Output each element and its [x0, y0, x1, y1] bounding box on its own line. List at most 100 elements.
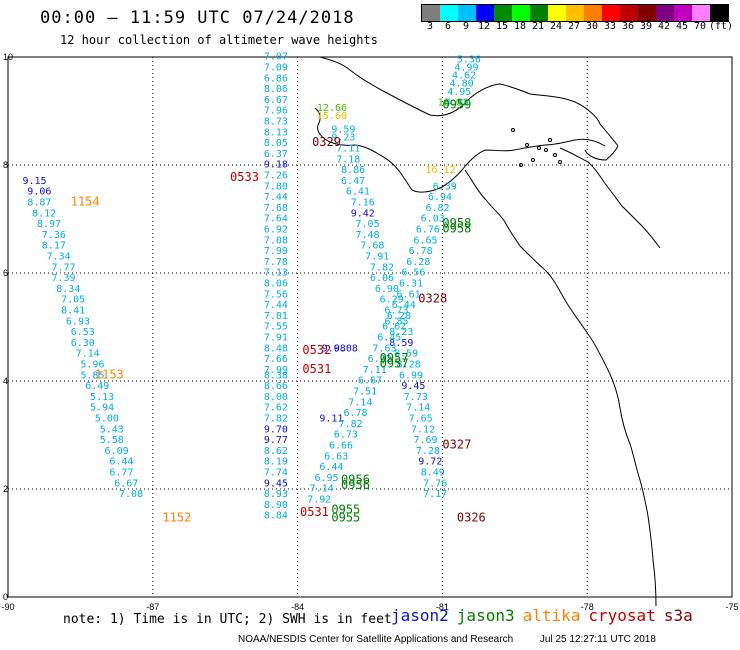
wave-height-value: 6.03	[421, 214, 445, 225]
color-scale-label: 36	[621, 21, 635, 32]
lon-tick-label: -81	[436, 602, 449, 612]
axis-tick-labels: -90 -87 -84 -81 -78 -75 0 2 4 6 8 10	[1, 52, 738, 612]
pass-time-label: 0956	[341, 473, 370, 487]
color-swatch	[548, 5, 566, 21]
pass-time-label: 0955	[331, 502, 360, 516]
color-scale-label: 21	[531, 21, 545, 32]
wave-height-value: 6.92	[264, 225, 288, 236]
wave-height-value: 7.66	[264, 354, 288, 365]
wave-height-value: 7.99	[264, 246, 288, 257]
wave-height-value: 7.78	[264, 257, 288, 268]
pass-time-label: 0533	[230, 170, 259, 184]
wave-height-value: 9.06	[27, 187, 51, 198]
wave-height-value: 4.80	[450, 79, 474, 90]
wave-height-value: 8.12	[32, 208, 56, 219]
wave-height-value: 16.12	[426, 165, 456, 176]
color-swatch	[638, 5, 656, 21]
wave-height-value: 8.97	[37, 219, 61, 230]
wave-height-value: 9.70	[264, 424, 288, 435]
wave-height-value: 9.72	[418, 457, 442, 468]
color-scale-labels: 3 6 9 12 15 18 21 24 27 30 33 36 39 42 45 70 (ft)	[421, 21, 734, 32]
pass-time-label: 0957	[380, 357, 409, 371]
wave-height-value: 7.91	[365, 252, 389, 263]
wave-height-value: 6.82	[426, 203, 450, 214]
color-swatch	[476, 5, 494, 21]
wave-height-value: 8.59	[394, 349, 418, 360]
wave-height-value: 7.12	[411, 424, 435, 435]
page-subtitle: 12 hour collection of altimeter wave hei…	[60, 33, 378, 47]
wave-height-value: 7.26	[264, 171, 288, 182]
wave-height-value: 8.93	[264, 489, 288, 500]
wave-height-value: 9.08	[322, 343, 346, 354]
wave-height-value: 7.82	[339, 419, 363, 430]
wave-height-value: 7.73	[404, 392, 428, 403]
color-swatch	[422, 5, 440, 21]
wave-height-value: 6.77	[109, 468, 133, 479]
wave-height-value: 8.05	[264, 138, 288, 149]
wave-height-value: 7.92	[307, 495, 331, 506]
legend-item-jason3: jason3	[456, 606, 515, 625]
wave-height-value: 6.30	[71, 338, 95, 349]
pass-time-label: 0327	[442, 438, 471, 452]
wave-height-value: 6.37	[264, 149, 288, 160]
wave-height-value: 6.62	[382, 322, 406, 333]
color-scale-label: 15	[495, 21, 509, 32]
color-scale-label: (ft)	[709, 21, 734, 32]
lon-tick-label: -87	[146, 602, 159, 612]
wave-height-value: 6.47	[341, 176, 365, 187]
wave-height-value: 7.91	[264, 333, 288, 344]
wave-height-value: 6.39	[433, 181, 457, 192]
wave-height-value: 7.69	[413, 435, 437, 446]
wave-height-value: 7.28	[416, 446, 440, 457]
footer: NOAA/NESDIS Center for Satellite Applica…	[238, 634, 656, 645]
wave-height-value: 7.76	[423, 478, 447, 489]
wave-height-value: 4.95	[447, 87, 471, 98]
wave-height-value: 9.08	[334, 343, 358, 354]
color-swatch	[602, 5, 620, 21]
wave-height-value: 6.67	[114, 478, 138, 489]
wave-height-value: 6.28	[387, 311, 411, 322]
page-title: 00:00 – 11:59 UTC 07/24/2018	[40, 8, 355, 28]
wave-height-value: 7.11	[336, 144, 360, 155]
footer-timestamp: Jul 25 12:27:11 UTC 2018	[539, 634, 656, 645]
lat-tick-label: 6	[3, 268, 8, 278]
color-scale-label: 9	[462, 21, 470, 32]
wave-height-value: 8.06	[264, 279, 288, 290]
wave-height-value: 7.81	[264, 311, 288, 322]
satellite-legend: jason2 jason3 altika cryosat s3a	[391, 606, 701, 625]
pass-time-label: 0532	[302, 343, 331, 357]
wave-height-value: 8.13	[264, 127, 288, 138]
wave-height-value: 16.01	[438, 98, 468, 109]
wave-height-value: 7.63	[372, 343, 396, 354]
color-swatch	[566, 5, 584, 21]
lon-tick-label: -78	[581, 602, 594, 612]
color-scale-label: 12	[477, 21, 491, 32]
wave-height-value: 5.96	[80, 360, 104, 371]
wave-height-value: 8.28	[397, 360, 421, 371]
wave-height-value: 6.44	[392, 300, 416, 311]
wave-height-value: 6.67	[358, 376, 382, 387]
pass-time-label: 0958	[442, 216, 471, 230]
wave-height-value: 5.36	[457, 54, 481, 65]
wave-height-value: 7.44	[264, 192, 288, 203]
wave-height-value: 7.13	[264, 268, 288, 279]
wave-height-value: 7.51	[353, 387, 377, 398]
wave-height-value: 6.90	[375, 284, 399, 295]
map-frame	[7, 56, 733, 598]
color-scale-label: 3	[426, 21, 434, 32]
legend-item-altika: altika	[522, 606, 581, 625]
lon-tick-label: -75	[725, 602, 738, 612]
wave-height-value: 7.55	[264, 322, 288, 333]
wave-height-value: 9.11	[319, 414, 343, 425]
color-scale-label: 39	[639, 21, 653, 32]
wave-height-value: 7.48	[356, 230, 380, 241]
wave-height-value: 6.73	[334, 430, 358, 441]
wave-height-value: 8.48	[264, 343, 288, 354]
wave-height-value: 7.14	[310, 484, 334, 495]
wave-height-value: 9.42	[351, 208, 375, 219]
color-swatch	[440, 5, 458, 21]
wave-height-value: 6.09	[105, 446, 129, 457]
color-swatch	[458, 5, 476, 21]
wave-height-value: 7.99	[264, 365, 288, 376]
